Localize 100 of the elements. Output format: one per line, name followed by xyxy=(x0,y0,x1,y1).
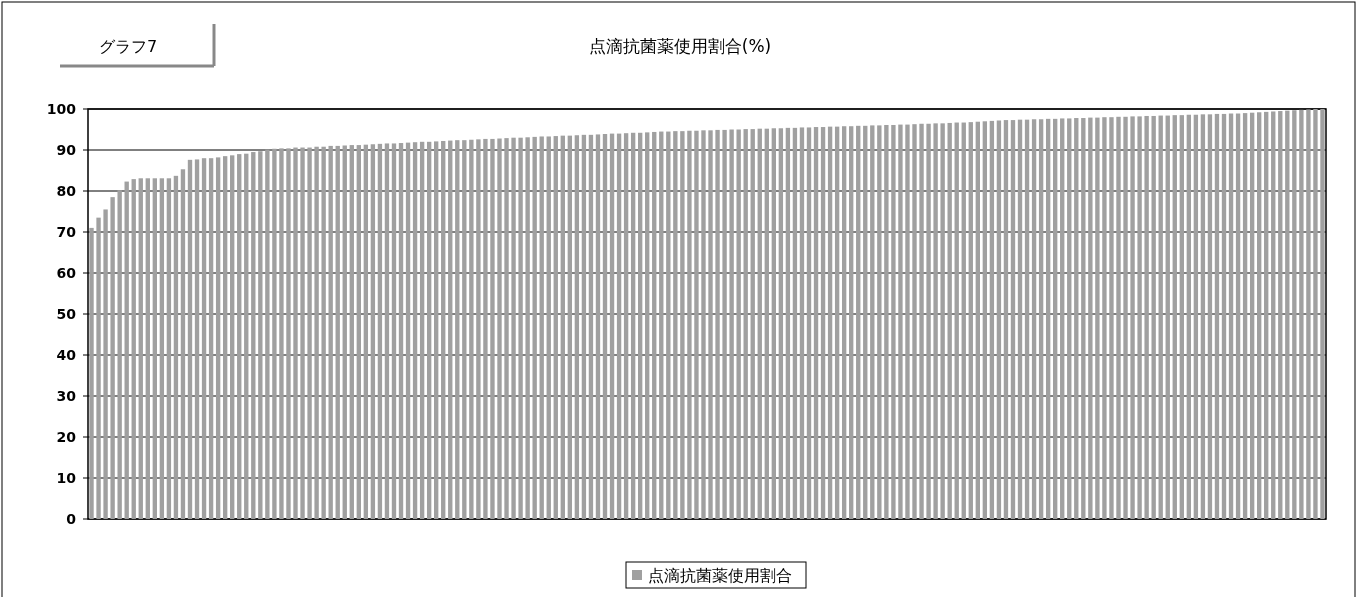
bar xyxy=(215,157,221,519)
bar xyxy=(462,140,467,519)
bar xyxy=(1313,109,1318,519)
bar xyxy=(511,137,516,519)
bar xyxy=(518,137,523,519)
bar xyxy=(293,147,298,519)
bar xyxy=(750,129,755,519)
y-tick-label: 90 xyxy=(56,142,77,158)
bar xyxy=(258,151,263,519)
bar xyxy=(820,127,826,519)
bar xyxy=(961,122,966,519)
bar xyxy=(377,143,383,519)
bar xyxy=(265,149,270,519)
bar xyxy=(616,133,622,519)
bar xyxy=(1158,115,1163,519)
bar xyxy=(230,155,235,519)
bar xyxy=(630,132,636,519)
bar xyxy=(652,131,657,519)
bar xyxy=(1088,117,1093,519)
bar xyxy=(497,138,502,519)
bar xyxy=(145,178,150,519)
bar xyxy=(659,131,664,519)
bar xyxy=(89,227,94,519)
bar xyxy=(96,217,101,519)
bar xyxy=(1235,113,1241,519)
bar xyxy=(1109,117,1114,519)
bar xyxy=(1151,115,1156,519)
bar xyxy=(300,147,305,519)
bar xyxy=(1144,115,1149,519)
bar xyxy=(1172,115,1177,519)
bar xyxy=(1193,114,1199,519)
y-tick-label: 60 xyxy=(56,265,77,281)
bar xyxy=(560,135,565,519)
bar xyxy=(933,123,938,519)
bar xyxy=(469,139,474,519)
bar xyxy=(441,140,446,519)
bar xyxy=(124,181,129,519)
bar xyxy=(757,128,762,519)
bar xyxy=(314,146,319,519)
bar xyxy=(1306,109,1311,519)
bar xyxy=(764,128,769,519)
bar xyxy=(989,120,995,519)
bar xyxy=(595,134,601,519)
bar xyxy=(342,145,347,519)
bar xyxy=(152,178,157,519)
legend-label: 点滴抗菌薬使用割合 xyxy=(648,566,792,585)
bar xyxy=(1221,113,1227,519)
bar xyxy=(131,179,136,519)
bar xyxy=(328,145,333,519)
bar xyxy=(1031,119,1037,519)
bar xyxy=(912,124,917,519)
bar xyxy=(1165,115,1170,519)
bar xyxy=(588,134,594,519)
bar xyxy=(1137,116,1142,519)
bar xyxy=(476,139,481,519)
bar xyxy=(208,158,214,519)
bar xyxy=(1074,118,1079,519)
bar xyxy=(1116,116,1121,519)
chart-title: 点滴抗菌薬使用割合(%) xyxy=(588,36,772,56)
bar xyxy=(490,138,495,519)
bar xyxy=(877,125,882,519)
bar xyxy=(272,148,277,519)
bar xyxy=(222,156,228,519)
bar xyxy=(419,141,425,519)
bar xyxy=(891,124,896,519)
bar xyxy=(159,178,165,519)
bar xyxy=(173,175,179,519)
bar xyxy=(834,126,840,519)
bar xyxy=(1095,117,1100,519)
y-tick-label: 10 xyxy=(56,470,77,486)
text: グラフ7 xyxy=(98,37,158,56)
bar xyxy=(954,122,959,519)
bar xyxy=(940,123,945,519)
bar xyxy=(1024,119,1030,519)
bar xyxy=(363,144,369,519)
bar xyxy=(103,209,108,519)
bar xyxy=(1249,112,1255,519)
bar xyxy=(785,127,791,519)
bar xyxy=(926,123,931,519)
bar xyxy=(1278,111,1283,519)
bar xyxy=(1257,112,1262,519)
bar xyxy=(1299,109,1304,519)
bar xyxy=(546,136,551,519)
bar xyxy=(771,128,776,519)
bar xyxy=(947,122,952,519)
bar xyxy=(244,153,249,519)
y-tick-label: 20 xyxy=(56,429,77,445)
bar xyxy=(455,140,460,519)
bar xyxy=(680,131,685,519)
bar xyxy=(849,126,854,519)
y-tick-label: 30 xyxy=(56,388,77,404)
bar xyxy=(729,129,734,519)
bar xyxy=(602,134,608,519)
bar xyxy=(117,190,122,519)
bar xyxy=(813,127,819,519)
bar xyxy=(673,131,678,519)
bar xyxy=(1228,113,1234,519)
bar xyxy=(581,134,587,519)
bar xyxy=(778,128,784,519)
bar xyxy=(919,123,924,519)
